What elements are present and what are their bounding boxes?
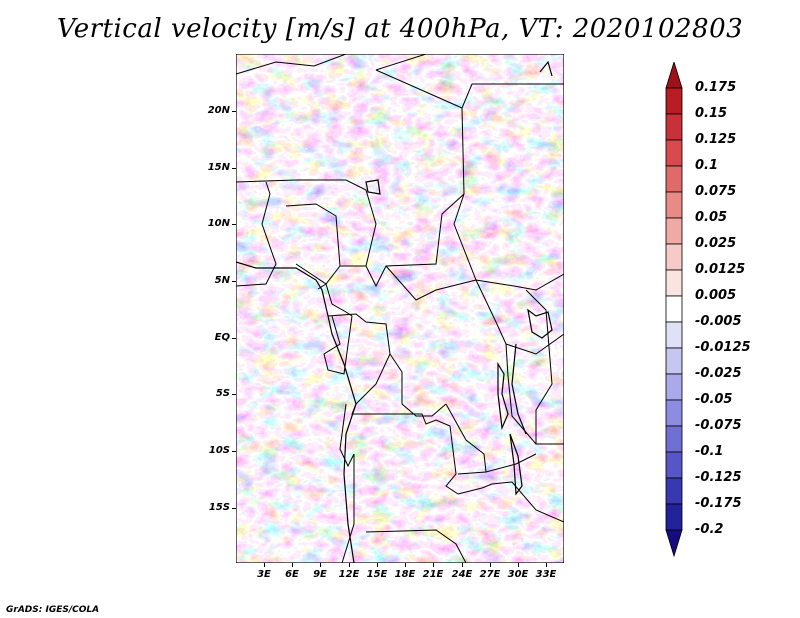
colorbar-label: -0.005 [695,314,742,329]
lat-tick [232,224,236,225]
velocity-field-map [236,54,564,563]
lon-tick [349,563,350,567]
lon-label-6e: 6E [285,569,299,580]
lat-tick [232,281,236,282]
colorbar-label: 0.125 [695,132,737,147]
colorbar-label: -0.175 [695,496,742,511]
colorbar-segment [665,165,683,193]
lon-tick [405,563,406,567]
lon-tick [377,563,378,567]
colorbar-max-arrow [665,60,683,89]
colorbar-segment [665,295,683,323]
lon-label-18e: 18E [394,569,416,580]
colorbar-label: -0.025 [695,366,742,381]
lon-tick [462,563,463,567]
colorbar-label: 0.005 [695,288,737,303]
colorbar-scale [665,60,683,558]
lat-label-5s: 5S [215,388,230,399]
lon-label-30e: 30E [507,569,529,580]
lat-label-20n: 20N [207,105,230,116]
colorbar-label: -0.2 [695,522,724,537]
convective-cells [236,234,564,454]
colorbar-label: -0.05 [695,392,733,407]
colorbar-label: 0.175 [695,80,737,95]
colorbar-segment [665,217,683,245]
colorbar-segment [665,321,683,349]
colorbar-segment [665,113,683,141]
lon-tick [433,563,434,567]
lat-label-5n: 5N [214,275,230,286]
lat-tick [232,111,236,112]
lon-label-24e: 24E [451,569,473,580]
lat-label-10n: 10N [207,218,230,229]
colorbar-label: 0.025 [695,236,737,251]
colorbar-segment [665,243,683,271]
lat-tick [232,168,236,169]
lat-tick [232,394,236,395]
colorbar-segment [665,425,683,453]
lat-tick [232,338,236,339]
lon-label-21e: 21E [422,569,444,580]
lon-tick [518,563,519,567]
colorbar-label: -0.125 [695,470,742,485]
coastline [236,60,553,563]
colorbar-label: 0.075 [695,184,737,199]
colorbar-segment [665,477,683,505]
lakes [365,179,553,496]
colorbar-label: 0.1 [695,158,719,173]
lat-label-eq: EQ [214,332,230,343]
colorbar-label: 0.0125 [695,262,746,277]
country-borders [236,54,564,563]
lon-label-3e: 3E [257,569,271,580]
map-panel [236,54,564,563]
colorbar-segment [665,347,683,375]
colorbar-label: 0.15 [695,106,728,121]
chart-title: Vertical velocity [m/s] at 400hPa, VT: 2… [56,14,744,44]
colorbar-label: -0.1 [695,444,724,459]
grads-credit: GrADS: IGES/COLA [6,605,100,615]
lon-label-27e: 27E [479,569,501,580]
colorbar-segment [665,87,683,115]
lon-tick [292,563,293,567]
lat-tick [232,451,236,452]
colorbar-segment [665,451,683,479]
lat-label-10s: 10S [208,445,230,456]
colorbar-min-arrow [665,529,683,558]
colorbar-segment [665,503,683,531]
colorbar-segment [665,139,683,167]
lon-label-33e: 33E [535,569,557,580]
colorbar-segment [665,191,683,219]
lat-label-15s: 15S [208,502,230,513]
lat-label-15n: 15N [207,162,230,173]
lat-tick [232,508,236,509]
lon-tick [320,563,321,567]
lon-label-9e: 9E [313,569,327,580]
colorbar: 0.175 0.15 0.125 0.1 0.075 0.05 0.025 0.0125 0.0… [660,60,800,562]
lon-tick [490,563,491,567]
lon-label-12e: 12E [338,569,360,580]
lon-tick [546,563,547,567]
lon-tick [264,563,265,567]
colorbar-label: 0.05 [695,210,728,225]
colorbar-segment [665,399,683,427]
colorbar-segment [665,373,683,401]
colorbar-label: -0.075 [695,418,742,433]
lon-label-15e: 15E [366,569,388,580]
colorbar-segment [665,269,683,297]
colorbar-label: -0.0125 [695,340,751,355]
